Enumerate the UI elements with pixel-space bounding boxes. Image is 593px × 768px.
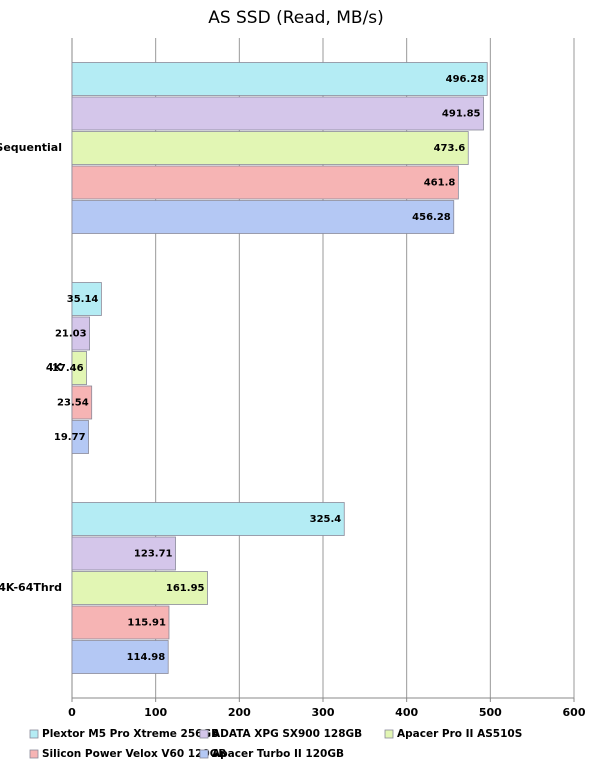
legend-label: ADATA XPG SX900 128GB xyxy=(212,728,362,740)
bar xyxy=(71,96,484,131)
bar xyxy=(71,605,170,640)
x-tick-label: 400 xyxy=(395,706,418,719)
bar xyxy=(71,282,102,316)
bar xyxy=(71,131,469,165)
data-label: 123.71 xyxy=(134,549,173,560)
x-tick-label: 0 xyxy=(68,706,76,719)
x-tick-label: 100 xyxy=(144,706,167,719)
data-label: 461.8 xyxy=(424,178,456,189)
data-label: 35.14 xyxy=(67,294,99,305)
data-label: 496.28 xyxy=(446,74,485,85)
chart-title: AS SSD (Read, MB/s) xyxy=(208,8,384,28)
bar xyxy=(71,571,208,605)
legend-label: Apacer Turbo II 120GB xyxy=(212,748,344,760)
bar xyxy=(71,316,90,351)
legend-swatch xyxy=(199,729,209,739)
y-tick-label: 4K xyxy=(46,361,63,374)
bar xyxy=(71,165,459,200)
bar xyxy=(71,200,455,234)
y-tick-label: Sequential xyxy=(0,141,62,154)
data-label: 473.6 xyxy=(434,143,466,154)
legend-swatch xyxy=(29,729,39,739)
legend-label: Silicon Power Velox V60 120GB xyxy=(42,748,226,760)
data-label: 115.91 xyxy=(127,618,166,629)
bar xyxy=(71,420,89,454)
data-label: 17.46 xyxy=(52,363,84,374)
bar xyxy=(71,536,176,571)
bar xyxy=(71,62,488,96)
x-tick-label: 300 xyxy=(312,706,335,719)
data-label: 21.03 xyxy=(55,329,87,340)
data-label: 19.77 xyxy=(54,432,86,443)
data-label: 23.54 xyxy=(57,398,89,409)
x-tick-label: 500 xyxy=(479,706,502,719)
bar xyxy=(71,640,169,674)
legend-label: Plextor M5 Pro Xtreme 256GB xyxy=(42,728,219,740)
data-label: 114.98 xyxy=(127,652,166,663)
data-label: 161.95 xyxy=(166,583,205,594)
y-tick-label: 4K-64Thrd xyxy=(0,581,62,594)
bar xyxy=(71,385,93,420)
legend-swatch xyxy=(199,749,209,759)
data-label: 325.4 xyxy=(310,514,342,525)
legend-label: Apacer Pro II AS510S xyxy=(397,728,522,740)
bar xyxy=(71,351,88,385)
data-label: 456.28 xyxy=(412,212,451,223)
bar xyxy=(71,502,345,536)
legend-swatch xyxy=(384,729,394,739)
legend-swatch xyxy=(29,749,39,759)
x-tick-label: 600 xyxy=(563,706,586,719)
x-tick-label: 200 xyxy=(228,706,251,719)
data-label: 491.85 xyxy=(442,109,481,120)
